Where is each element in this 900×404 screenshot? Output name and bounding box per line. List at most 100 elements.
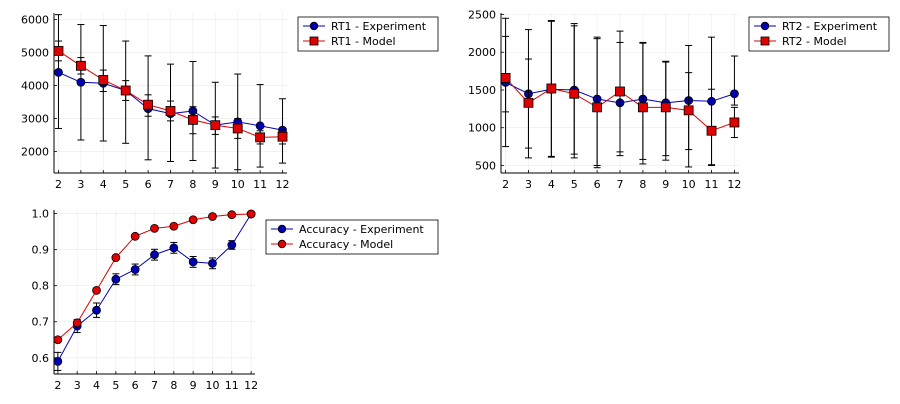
x-tick-label: 6 <box>594 178 601 191</box>
data-point <box>255 132 266 143</box>
x-tick-label: 6 <box>145 178 152 191</box>
x-tick-label: 10 <box>205 379 219 392</box>
y-tick-label: 1.0 <box>32 208 50 221</box>
y-tick-label: 6000 <box>21 14 49 27</box>
data-point <box>615 86 625 97</box>
data-point <box>592 102 603 113</box>
x-tick-label: 3 <box>525 178 532 191</box>
data-point <box>54 67 63 77</box>
data-point <box>111 274 121 284</box>
data-point <box>501 73 511 83</box>
data-point <box>637 102 648 113</box>
y-tick-label: 0.6 <box>32 352 50 365</box>
data-point <box>569 88 580 99</box>
x-tick-label: 12 <box>276 178 290 191</box>
x-tick-label: 10 <box>682 178 696 191</box>
x-tick-label: 3 <box>74 379 81 392</box>
data-point <box>246 209 256 219</box>
x-tick-label: 4 <box>548 178 555 191</box>
legend-label: RT2 - Model <box>782 35 847 48</box>
series-rt2-1 <box>501 20 740 169</box>
data-point <box>208 212 217 221</box>
data-point <box>188 114 198 125</box>
data-point <box>165 106 176 116</box>
y-tick-label: 4000 <box>21 80 49 93</box>
x-tick-label: 2 <box>54 379 61 392</box>
plot-area <box>54 209 256 371</box>
x-tick-label: 10 <box>231 178 245 191</box>
legend-marker <box>760 21 770 31</box>
data-point <box>188 257 198 267</box>
data-point <box>75 60 86 71</box>
x-tick-label: 3 <box>77 178 84 191</box>
y-tick-label: 500 <box>475 159 496 172</box>
legend-label: Accuracy - Experiment <box>299 223 424 236</box>
legend-label: RT1 - Model <box>331 35 396 48</box>
data-point <box>54 356 63 366</box>
data-point <box>227 210 237 220</box>
y-tick-label: 5000 <box>21 47 49 60</box>
x-tick-label: 9 <box>190 379 197 392</box>
data-point <box>150 250 159 260</box>
x-tick-label: 9 <box>212 178 219 191</box>
x-tick-label: 11 <box>705 178 719 191</box>
x-tick-label: 7 <box>151 379 158 392</box>
x-tick-label: 4 <box>93 379 100 392</box>
x-tick-label: 7 <box>167 178 174 191</box>
x-tick-label: 2 <box>502 178 509 191</box>
y-tick-label: 1500 <box>468 84 496 97</box>
y-tick-label: 3000 <box>21 113 49 126</box>
legend-box <box>748 16 890 52</box>
legend-label: Accuracy - Model <box>299 238 393 251</box>
data-point <box>143 99 153 110</box>
data-point <box>120 85 131 96</box>
series-rt1-1 <box>54 40 288 145</box>
x-tick-label: 8 <box>170 379 177 392</box>
y-tick-label: 1000 <box>468 122 496 135</box>
legend-label: RT1 - Experiment <box>331 20 427 33</box>
data-point <box>523 97 534 108</box>
data-point <box>130 231 140 241</box>
x-tick-label: 12 <box>727 178 741 191</box>
data-point <box>76 77 86 87</box>
data-point <box>210 120 221 131</box>
y-tick-label: 0.8 <box>32 280 50 293</box>
legend-rt2: RT2 - Experiment RT2 - Model <box>748 16 890 52</box>
data-point <box>54 46 64 56</box>
legend-rt1: RT1 - Experiment RT1 - Model <box>297 16 439 52</box>
data-point <box>255 121 265 131</box>
x-tick-label: 8 <box>189 178 196 191</box>
legend-marker <box>277 224 287 234</box>
data-point <box>706 125 717 136</box>
data-point <box>111 253 121 262</box>
legend-box <box>265 219 439 255</box>
data-point <box>232 123 243 134</box>
x-tick-label: 7 <box>617 178 624 191</box>
x-tick-label: 12 <box>244 379 258 392</box>
data-point <box>92 285 101 295</box>
x-tick-label: 11 <box>253 178 267 191</box>
y-tick-label: 0.7 <box>32 316 50 329</box>
legend-marker <box>760 36 770 46</box>
data-point <box>188 215 198 225</box>
data-point <box>277 131 288 142</box>
x-tick-label: 6 <box>132 379 139 392</box>
plot-area <box>54 14 288 171</box>
x-tick-label: 5 <box>112 379 119 392</box>
data-point <box>169 221 179 231</box>
legend-label: RT2 - Experiment <box>782 20 878 33</box>
data-point <box>729 117 740 128</box>
legend-marker <box>277 239 287 249</box>
x-tick-label: 9 <box>662 178 669 191</box>
x-tick-label: 4 <box>100 178 107 191</box>
x-tick-label: 8 <box>639 178 646 191</box>
data-point <box>660 102 671 113</box>
legend-marker <box>309 36 319 46</box>
data-point <box>546 83 557 94</box>
x-tick-label: 11 <box>225 379 239 392</box>
series-acc-1 <box>54 209 256 345</box>
data-point <box>98 75 109 85</box>
data-point <box>130 265 140 274</box>
chart-rt1: 2 3 4 5 6 7 8 9 10 11 12 2000 3000 4000 5000 6000 RT1 - … <box>21 13 439 191</box>
chart-rt2: 2 3 4 5 6 7 8 9 10 11 12 500 1000 1500 2000 2500 RT2 - E… <box>468 9 890 191</box>
